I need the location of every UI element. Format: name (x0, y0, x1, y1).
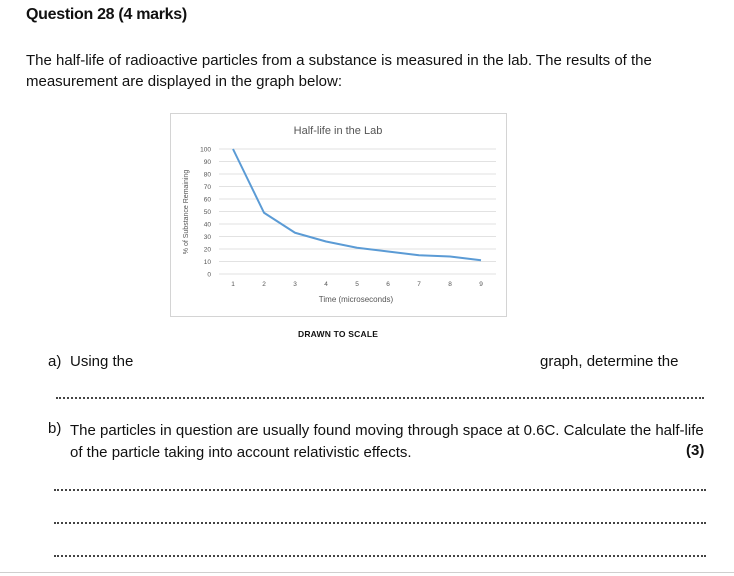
y-tick-label: 60 (204, 197, 212, 204)
answer-line-a[interactable] (56, 397, 704, 399)
part-b-label: b) (48, 420, 62, 437)
question-intro: The half-life of radioactive particles f… (26, 52, 652, 90)
x-tick-label: 4 (324, 281, 328, 288)
y-tick-label: 40 (204, 222, 212, 229)
y-tick-label: 20 (204, 247, 212, 254)
part-a-text-start: Using the (70, 353, 134, 370)
scale-note: DRAWN TO SCALE (298, 329, 379, 338)
chart-canvas: 0 10 20 30 40 50 60 70 80 90 100 1 2 3 4 5 6 7 8 9 Half-li… (183, 125, 496, 304)
part-b-text: The particles in question are usually fo… (70, 422, 704, 461)
x-tick-label: 2 (262, 281, 266, 288)
x-tick-label: 1 (231, 281, 235, 288)
question-title: Question 28 (4 marks) (26, 6, 187, 23)
x-tick-label: 5 (355, 281, 359, 288)
y-tick-label: 100 (200, 147, 211, 154)
x-tick-label: 7 (417, 281, 421, 288)
answer-line-b-3[interactable] (54, 555, 706, 557)
x-tick-label: 9 (479, 281, 483, 288)
page-divider (0, 572, 734, 573)
answer-line-b-2[interactable] (54, 522, 706, 524)
y-tick-label: 30 (204, 234, 212, 241)
answer-line-b-1[interactable] (54, 489, 706, 491)
y-tick-label: 90 (204, 159, 212, 166)
y-tick-label: 50 (204, 209, 212, 216)
part-b-marks: (3) (686, 442, 705, 459)
y-tick-label: 0 (207, 272, 211, 279)
part-a-text-end: graph, determine the (540, 353, 679, 370)
y-axis-label: % of Substance Remaining (183, 170, 190, 255)
y-tick-label: 80 (204, 172, 212, 179)
series-line (232, 148, 482, 262)
chart-title: Half-life in the Lab (294, 125, 383, 137)
y-tick-label: 10 (204, 259, 212, 266)
half-life-chart: 0 10 20 30 40 50 60 70 80 90 100 1 2 3 4 5 6 7 8 9 Half-li… (170, 113, 507, 317)
x-axis-label: Time (microseconds) (319, 295, 394, 304)
x-tick-label: 8 (448, 281, 452, 288)
x-tick-label: 3 (293, 281, 297, 288)
x-tick-label: 6 (386, 281, 390, 288)
part-a-label: a) (48, 353, 62, 370)
y-tick-label: 70 (204, 184, 212, 191)
